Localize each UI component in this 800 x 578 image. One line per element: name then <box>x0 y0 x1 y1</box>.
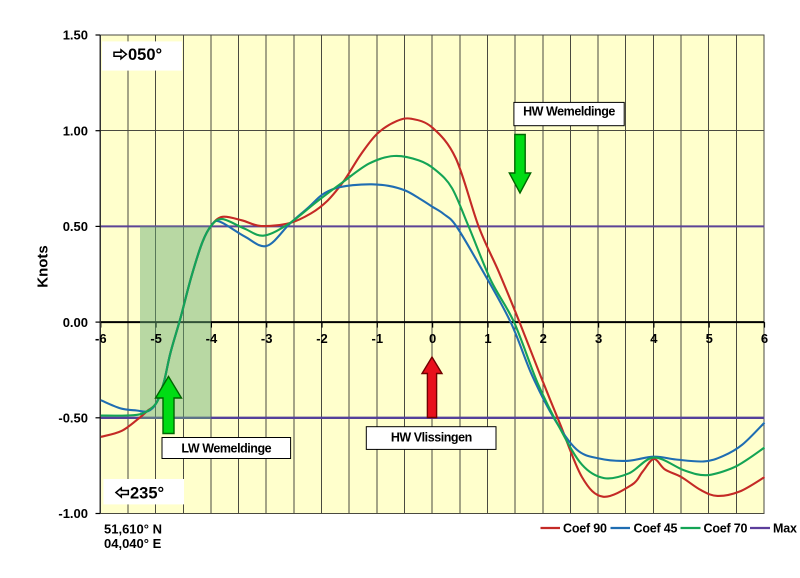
svg-text:1.00: 1.00 <box>63 123 88 138</box>
svg-text:1: 1 <box>484 331 491 346</box>
svg-text:-1.00: -1.00 <box>58 506 88 521</box>
svg-text:1.50: 1.50 <box>63 28 88 43</box>
svg-text:-4: -4 <box>206 331 218 346</box>
svg-text:5: 5 <box>706 331 713 346</box>
svg-text:04,040° E: 04,040° E <box>104 536 162 551</box>
svg-text:-5: -5 <box>150 331 162 346</box>
svg-text:0.00: 0.00 <box>63 315 88 330</box>
svg-text:3: 3 <box>595 331 602 346</box>
svg-text:0.50: 0.50 <box>63 219 88 234</box>
svg-text:Knots: Knots <box>35 245 52 288</box>
svg-text:6: 6 <box>761 331 768 346</box>
svg-text:51,610° N: 51,610° N <box>104 522 162 537</box>
svg-text:050°: 050° <box>128 46 162 64</box>
svg-text:-3: -3 <box>261 331 273 346</box>
svg-text:4: 4 <box>650 331 658 346</box>
svg-text:Coef 90: Coef 90 <box>563 522 607 536</box>
svg-text:235°: 235° <box>130 485 164 503</box>
svg-text:Coef 70: Coef 70 <box>704 522 748 536</box>
svg-text:LW Wemeldinge: LW Wemeldinge <box>181 442 271 456</box>
svg-text:Max: Max <box>773 522 797 536</box>
svg-text:2: 2 <box>540 331 547 346</box>
svg-text:HW Wemeldinge: HW Wemeldinge <box>523 104 615 118</box>
svg-text:-2: -2 <box>316 331 328 346</box>
svg-text:HW Vlissingen: HW Vlissingen <box>391 430 472 444</box>
svg-text:0: 0 <box>429 331 436 346</box>
svg-text:-1: -1 <box>372 331 384 346</box>
svg-text:Coef 45: Coef 45 <box>634 522 678 536</box>
svg-text:-6: -6 <box>95 331 107 346</box>
svg-text:-0.50: -0.50 <box>58 411 88 426</box>
